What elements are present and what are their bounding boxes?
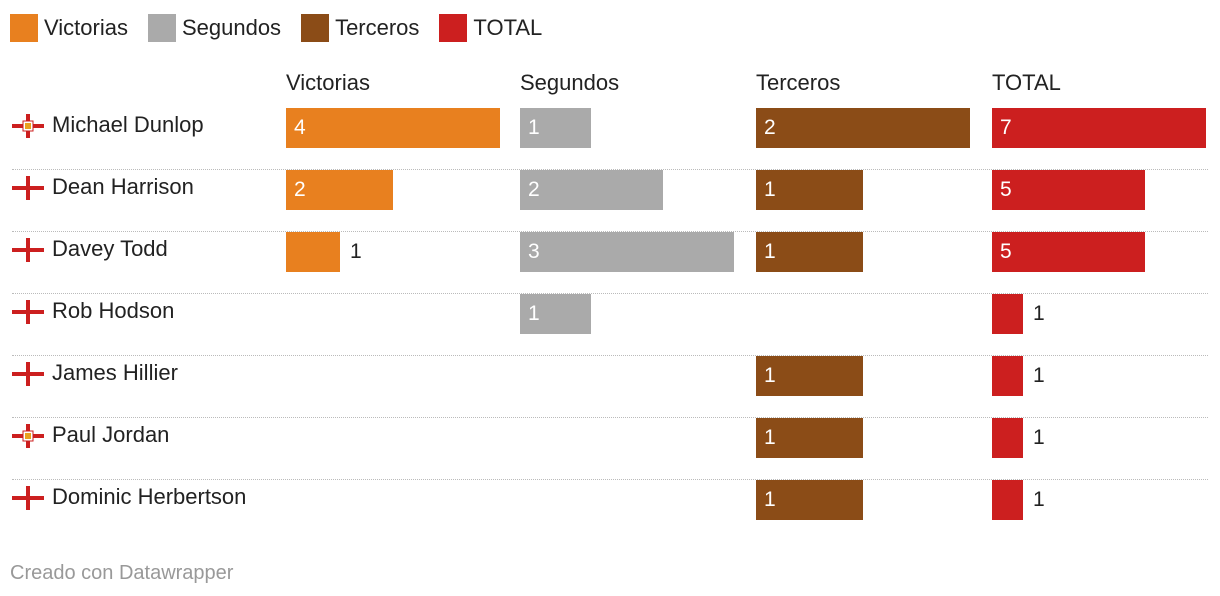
- bar-value-label: 1: [764, 178, 776, 201]
- rider-name: James Hillier: [52, 360, 178, 385]
- table-row: Paul Jordan 1 1: [12, 418, 1208, 480]
- bar-value-label: 1: [1033, 426, 1045, 449]
- bar-value-label: 5: [1000, 178, 1012, 201]
- footer-credit[interactable]: Creado con Datawrapper: [10, 562, 234, 584]
- bar: [520, 170, 663, 210]
- bar-value-label: 1: [528, 116, 540, 139]
- bar-value-label: 1: [1033, 302, 1045, 325]
- legend-item: Victorias: [10, 14, 128, 42]
- column-header: Terceros: [756, 70, 841, 95]
- bar: [520, 294, 591, 334]
- bar: [992, 418, 1023, 458]
- table-row: Davey Todd 1 3 1 5: [12, 232, 1208, 294]
- bar: [992, 108, 1206, 148]
- rider-name: Dominic Herbertson: [52, 484, 247, 509]
- legend: Victorias Segundos Terceros TOTAL: [10, 14, 562, 42]
- legend-label: Victorias: [44, 15, 128, 40]
- table-row: Rob Hodson 1 1: [12, 294, 1208, 356]
- rider-name: Michael Dunlop: [52, 112, 204, 137]
- legend-label: Segundos: [181, 15, 282, 40]
- rider-name: Rob Hodson: [52, 298, 175, 323]
- rider-name: Davey Todd: [52, 236, 168, 261]
- bar: [286, 232, 340, 272]
- bar-value-label: 1: [764, 426, 776, 449]
- row-divider: [12, 293, 1208, 294]
- bar-value-label: 5: [1000, 240, 1012, 263]
- bar-value-label: 7: [1000, 116, 1012, 139]
- legend-swatch: [439, 14, 468, 42]
- table-row: Michael Dunlop 4 1 2 7: [12, 108, 1208, 170]
- bar: [756, 108, 970, 148]
- bar: [286, 170, 393, 210]
- legend-item: Terceros: [301, 14, 419, 42]
- bar: [756, 356, 863, 396]
- bar-value-label: 1: [350, 240, 362, 263]
- bar-value-label: 1: [764, 488, 776, 511]
- row-divider: [12, 479, 1208, 480]
- legend-label: TOTAL: [473, 15, 543, 40]
- bar-value-label: 2: [764, 116, 776, 139]
- bar-value-label: 3: [528, 240, 540, 263]
- column-header: TOTAL: [992, 70, 1061, 95]
- rider-name: Dean Harrison: [52, 174, 194, 199]
- bar-value-label: 1: [1033, 488, 1045, 511]
- row-divider: [12, 231, 1208, 232]
- legend-swatch: [301, 14, 330, 42]
- legend-swatch: [10, 14, 38, 42]
- bar: [520, 232, 734, 272]
- legend-item: Segundos: [147, 14, 282, 42]
- legend-item: TOTAL: [439, 14, 542, 42]
- bar: [756, 170, 863, 210]
- bar: [992, 480, 1023, 520]
- table-row: Dominic Herbertson 1 1: [12, 480, 1208, 542]
- column-header: Segundos: [520, 70, 620, 95]
- bar-value-label: 4: [294, 116, 306, 139]
- table-row: James Hillier 1 1: [12, 356, 1208, 418]
- bar: [992, 170, 1145, 210]
- bar: [756, 232, 863, 272]
- bar: [992, 232, 1145, 272]
- table-row: Dean Harrison 2 2 1 5: [12, 170, 1208, 232]
- row-divider: [12, 355, 1208, 356]
- bar: [756, 418, 863, 458]
- row-divider: [12, 169, 1208, 170]
- column-header: Victorias: [286, 70, 370, 95]
- bar-value-label: 1: [764, 240, 776, 263]
- legend-label: Terceros: [335, 15, 420, 40]
- bar: [756, 480, 863, 520]
- bar-value-label: 2: [294, 178, 306, 201]
- bar: [286, 108, 500, 148]
- bar-value-label: 1: [764, 364, 776, 387]
- rider-name: Paul Jordan: [52, 422, 170, 447]
- bar: [992, 294, 1023, 334]
- bar-value-label: 1: [1033, 364, 1045, 387]
- bar-value-label: 2: [528, 178, 540, 201]
- bar-value-label: 1: [528, 302, 540, 325]
- bar: [520, 108, 591, 148]
- row-divider: [12, 417, 1208, 418]
- bar: [992, 356, 1023, 396]
- legend-swatch: [147, 14, 176, 42]
